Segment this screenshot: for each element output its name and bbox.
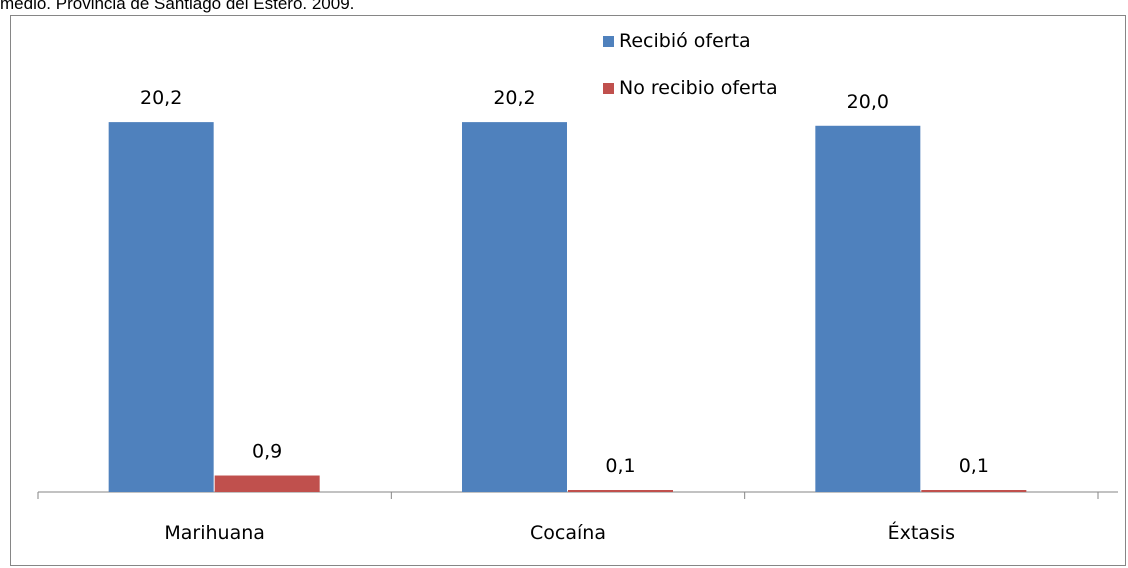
category-label: Éxtasis — [888, 521, 955, 544]
data-label: 0,1 — [605, 455, 635, 477]
bar-no-recibio-1 — [568, 490, 673, 492]
legend-label: Recibió oferta — [619, 30, 751, 52]
data-label: 20,2 — [493, 87, 535, 109]
category-label: Cocaína — [530, 522, 606, 544]
category-label: Marihuana — [164, 522, 265, 544]
legend-label: No recibio oferta — [619, 77, 778, 99]
data-label: 20,0 — [847, 91, 889, 113]
legend-swatch — [603, 36, 614, 47]
bar-no-recibio-0 — [214, 475, 320, 492]
bar-recibio-2 — [815, 125, 921, 493]
chart-caption: medio. Provincia de Santiago del Estero.… — [0, 0, 355, 13]
data-label: 0,9 — [252, 441, 282, 463]
bar-no-recibio-2 — [921, 490, 1027, 492]
data-label: 0,1 — [959, 455, 989, 477]
bar-recibio-1 — [462, 122, 567, 493]
data-label: 20,2 — [140, 87, 182, 109]
bar-recibio-0 — [108, 122, 214, 493]
legend-swatch — [603, 83, 614, 94]
